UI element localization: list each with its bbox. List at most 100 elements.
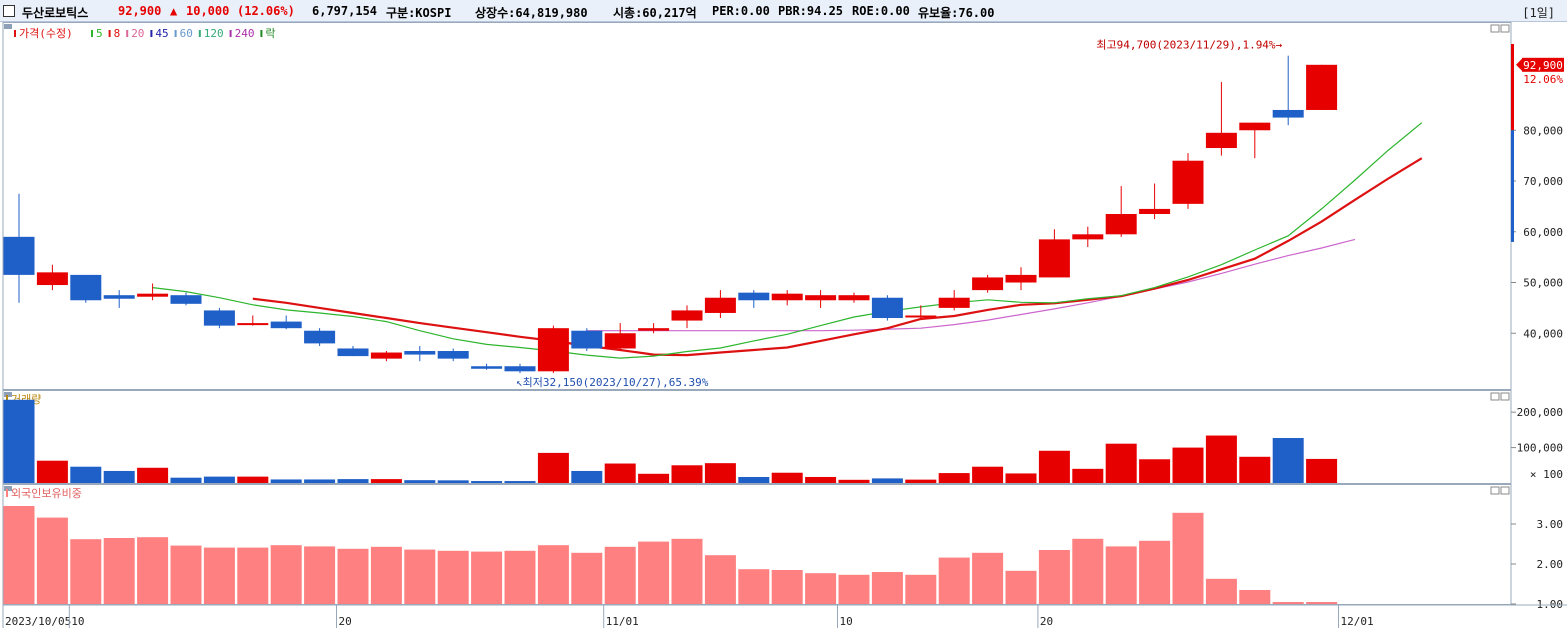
- minimize-icon: [1490, 392, 1500, 401]
- chart-header: 두산로보틱스 92,900 ▲ 10,000 (12.06%) 6,797,15…: [0, 0, 1567, 22]
- foreign-bar: [337, 548, 369, 604]
- foreign-bar: [738, 569, 770, 604]
- volume-bar: [704, 463, 736, 483]
- volume-bar: [938, 473, 970, 483]
- foreign-bar: [270, 545, 302, 604]
- volume-bar: [805, 476, 837, 483]
- candle-body: [103, 295, 135, 299]
- last-price-label: 92,900: [1523, 59, 1563, 72]
- price-tick-label: 50,000: [1523, 277, 1563, 290]
- foreign-bar: [805, 573, 837, 604]
- candle-body: [571, 330, 603, 349]
- maximize-icon: [1500, 392, 1510, 401]
- legend-item: 락: [265, 27, 275, 40]
- candle-body: [671, 310, 703, 321]
- price-panel: 40,000 50,000 60,000 70,000 80,000 가격(수정) 5 8 20…: [2, 22, 1564, 390]
- foreign-title: 외국인보유비중: [11, 487, 82, 500]
- maximize-icon: [1500, 486, 1510, 495]
- date-label: 10: [840, 615, 853, 628]
- ma5-line: [152, 122, 1423, 359]
- date-label: 10: [71, 615, 84, 628]
- legend-marker: [150, 30, 153, 37]
- price-scale-up-bar: [1511, 44, 1514, 131]
- price-change: 10,000: [186, 4, 230, 18]
- foreign-tick-label: 3.00: [1537, 518, 1564, 531]
- volume-bar: [871, 478, 903, 483]
- volume-bar: [103, 470, 135, 483]
- foreign-bar: [604, 546, 636, 604]
- candle-body: [170, 295, 202, 304]
- period-selector[interactable]: [1일]: [1522, 6, 1555, 20]
- legend-item: 가격(수정): [19, 27, 73, 40]
- volume-bar: [571, 470, 603, 483]
- candle-body: [771, 293, 803, 301]
- current-price: 92,900: [118, 4, 162, 18]
- last-price-tag: [1522, 57, 1564, 72]
- candle-body: [1038, 239, 1070, 278]
- candle-body: [337, 348, 369, 357]
- foreign-bar: [771, 570, 803, 604]
- legend-item: 45: [155, 27, 168, 40]
- candle-body: [270, 321, 302, 329]
- volume-bar: [1038, 450, 1070, 483]
- foreign-bar: [3, 506, 35, 604]
- candle-body: [1005, 274, 1037, 283]
- stock-name[interactable]: 두산로보틱스: [22, 6, 89, 20]
- foreign-bar: [638, 541, 670, 604]
- foreign-bar: [404, 549, 436, 604]
- price-tick-label: 80,000: [1523, 124, 1563, 137]
- date-label: 11/01: [606, 615, 639, 628]
- legend-marker: [229, 30, 232, 37]
- volume-panel-frame: [2, 390, 1512, 484]
- foreign-bar: [1072, 538, 1104, 604]
- foreign-bar: [905, 574, 937, 604]
- foreign-bar: [370, 546, 402, 604]
- volume-bar: [638, 473, 670, 483]
- candle-body: [805, 295, 837, 301]
- price-tick-label: 70,000: [1523, 175, 1563, 188]
- volume-bar: [671, 465, 703, 483]
- volume-bar: [1072, 468, 1104, 483]
- volume-bar: [304, 479, 336, 483]
- last-price-marker-icon: [1516, 58, 1522, 71]
- candle-body: [504, 366, 536, 372]
- minimize-icon: [1490, 486, 1500, 495]
- volume-bar: [137, 467, 169, 483]
- date-label: 20: [339, 615, 352, 628]
- roe-value: ROE:0.00: [852, 4, 910, 18]
- volume-unit-label: × 100: [1530, 468, 1563, 481]
- price-panel-frame: [2, 22, 1512, 390]
- price-scale-down-bar: [1511, 130, 1514, 242]
- foreign-bar: [1306, 602, 1338, 604]
- float-ratio: 유보율:76.00: [918, 6, 995, 20]
- panel-handle-icon: [4, 392, 12, 397]
- foreign-bar: [1172, 512, 1204, 604]
- candle-body: [738, 292, 770, 301]
- select-checkbox[interactable]: [3, 5, 15, 17]
- high-annotation: 최고94,700(2023/11/29),1.94%→: [1096, 39, 1282, 52]
- volume-bar: [604, 463, 636, 483]
- candle-body: [1139, 208, 1171, 214]
- volume-bar: [1239, 456, 1271, 483]
- candle-body: [1272, 109, 1304, 118]
- foreign-legend-marker: [6, 489, 8, 497]
- foreign-tick-label: 2.00: [1537, 558, 1564, 571]
- foreign-bar: [571, 552, 603, 604]
- maximize-icon: [1500, 24, 1510, 33]
- volume-bar: [1139, 459, 1171, 483]
- foreign-bar: [1139, 540, 1171, 604]
- candle-body: [1239, 122, 1271, 131]
- candle-body: [1105, 214, 1137, 235]
- ma20-line: [252, 157, 1423, 357]
- candle-body: [404, 351, 436, 355]
- foreign-bar: [671, 538, 703, 604]
- foreign-bar: [1205, 578, 1237, 604]
- volume-bar: [1005, 473, 1037, 483]
- panel-handle-icon: [4, 486, 12, 491]
- candle-body: [704, 297, 736, 313]
- candle-body: [604, 333, 636, 349]
- foreign-bar: [1005, 570, 1037, 604]
- foreign-bar: [1105, 546, 1137, 604]
- legend-marker: [126, 30, 129, 37]
